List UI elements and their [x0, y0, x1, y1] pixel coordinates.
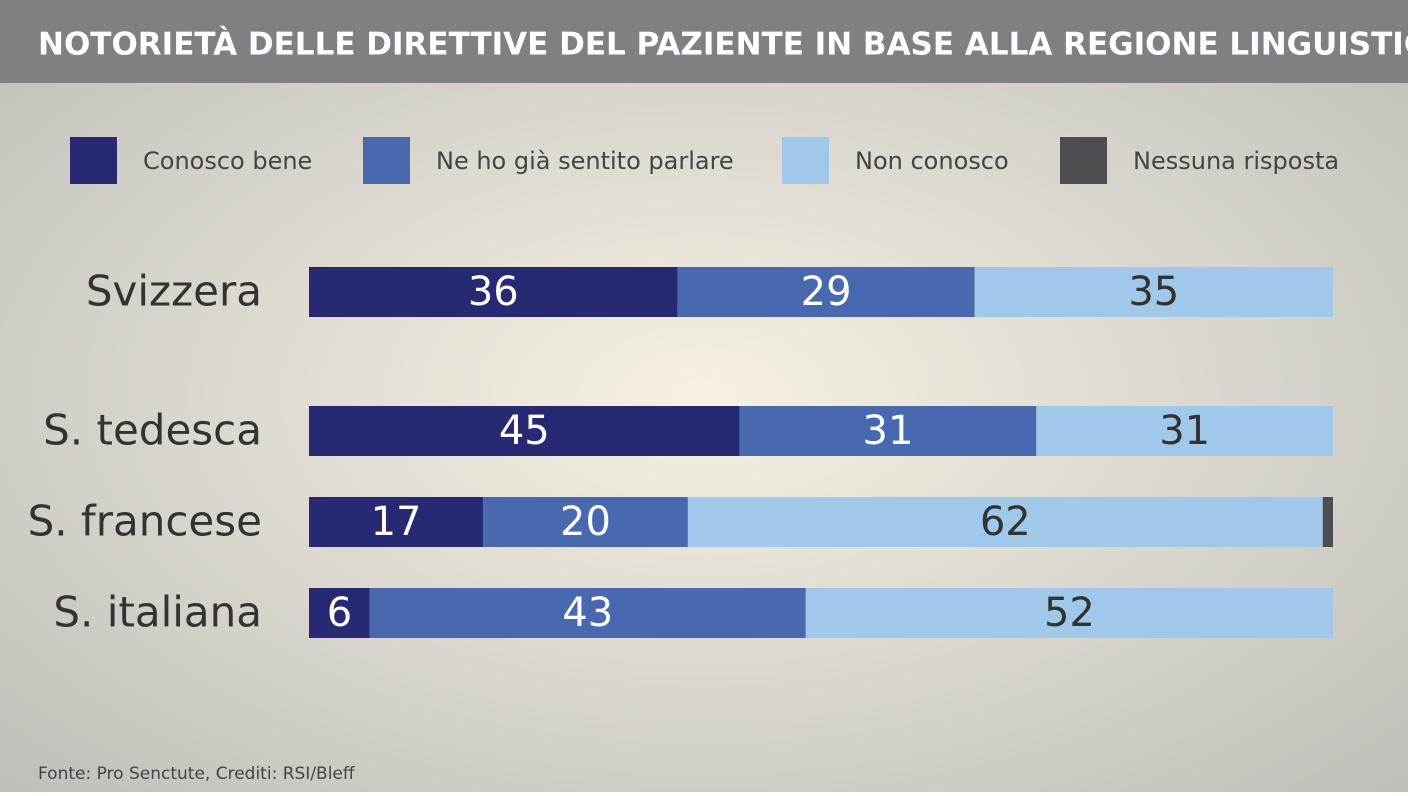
value-label: 43 [562, 590, 613, 636]
legend-swatch [1060, 137, 1107, 184]
legend-swatch [782, 137, 829, 184]
bar-segment [309, 406, 740, 456]
legend-label: Ne ho già sentito parlare [436, 147, 734, 175]
value-label: 31 [1159, 408, 1210, 454]
legend-label: Nessuna risposta [1133, 147, 1339, 175]
bar-segment [309, 267, 678, 317]
bar-segment [309, 497, 484, 547]
legend-swatch [363, 137, 410, 184]
bar-segment [687, 497, 1323, 547]
value-label: 36 [468, 269, 519, 315]
bar-segment [805, 588, 1333, 638]
category-label: S. italiana [53, 588, 262, 637]
bar-segment [309, 588, 370, 638]
value-label: 6 [327, 590, 352, 636]
value-label: 31 [863, 408, 914, 454]
category-label: S. tedesca [43, 406, 262, 455]
value-label: 20 [560, 499, 611, 545]
legend-label: Conosco bene [143, 147, 312, 175]
bar-segment [1036, 406, 1333, 456]
value-label: 35 [1128, 269, 1179, 315]
value-label: 62 [980, 499, 1031, 545]
title-bar [0, 0, 1408, 83]
value-label: 17 [371, 499, 422, 545]
value-label: 29 [801, 269, 852, 315]
legend-swatch [70, 137, 117, 184]
bar-segment [677, 267, 975, 317]
category-label: S. francese [28, 497, 262, 546]
value-label: 52 [1044, 590, 1095, 636]
bar-segment [369, 588, 806, 638]
category-label: Svizzera [86, 267, 262, 316]
bar-segment [974, 267, 1333, 317]
bar-segment [1322, 497, 1333, 547]
bar-segment [483, 497, 688, 547]
bar-segment [739, 406, 1037, 456]
legend-label: Non conosco [855, 147, 1009, 175]
footer: Fonte: Pro Senctute, Crediti: RSI/Bleff [38, 764, 356, 784]
chart-title: NOTORIETÀ DELLE DIRETTIVE DEL PAZIENTE I… [38, 27, 1408, 63]
value-label: 45 [499, 408, 550, 454]
